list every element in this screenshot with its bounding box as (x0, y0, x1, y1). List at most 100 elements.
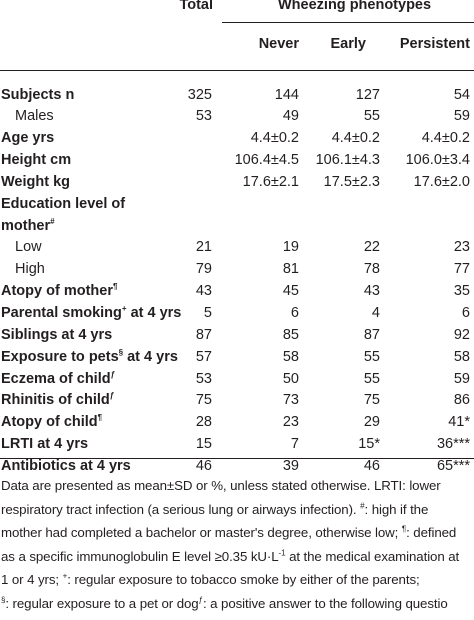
cell-never: 50 (282, 370, 299, 387)
footnote-line: as a specific immunoglobulin E level ≥0.… (1, 548, 460, 564)
cell-total: 43 (195, 283, 212, 300)
cell-total: 21 (195, 239, 212, 256)
cell-early: 46 (363, 457, 380, 474)
cell-persistent: 35 (453, 283, 470, 300)
cell-total: 53 (195, 108, 212, 125)
cell-never: 7 (290, 436, 299, 453)
table-row: Education level of (0, 194, 474, 216)
table-row: Siblings at 4 yrs 87 85 87 92 (0, 325, 474, 347)
cell-total: 28 (195, 414, 212, 431)
row-label: High (15, 261, 45, 278)
cell-never: 17.6±2.1 (242, 173, 299, 190)
header-early: Early (330, 36, 366, 52)
table-row: Low 21 19 22 23 (0, 237, 474, 259)
cell-never: 19 (282, 239, 299, 256)
row-label: Height cm (1, 152, 72, 169)
cell-persistent: 58 (453, 348, 470, 365)
cell-total: 15 (195, 436, 212, 453)
row-label: Atopy of child¶ (1, 413, 103, 431)
header-persistent: Persistent (399, 36, 470, 52)
cell-early: 55 (363, 348, 380, 365)
row-label: Low (15, 239, 42, 256)
table-row: Exposure to pets§ at 4 yrs 57 58 55 58 (0, 347, 474, 369)
table-row: Height cm 106.4±4.5 106.1±4.3 106.0±3.4 (0, 150, 474, 172)
cell-persistent: 65*** (436, 457, 470, 474)
cell-never: 81 (282, 261, 299, 278)
row-label: Antibiotics at 4 yrs (1, 457, 131, 474)
cell-never: 6 (290, 305, 299, 321)
cell-total: 5 (203, 305, 212, 321)
cell-total: 53 (195, 370, 212, 387)
table-row: High 79 81 78 77 (0, 259, 474, 281)
cell-persistent: 59 (453, 108, 470, 125)
table-row: Parental smoking+ at 4 yrs 5 6 4 6 (0, 303, 474, 325)
cell-persistent: 77 (453, 261, 470, 278)
header-never: Never (258, 36, 299, 52)
cell-never: 45 (282, 283, 299, 300)
table-row: Subjects n 325 144 127 54 (0, 85, 474, 107)
footnote-line: mother had completed a bachelor or maste… (1, 524, 457, 540)
table-row: Atopy of child¶ 28 23 29 41* (0, 412, 474, 434)
header-rule-bottom (0, 70, 474, 71)
cell-total: 46 (195, 457, 212, 474)
row-label: Exposure to pets§ at 4 yrs (1, 347, 178, 365)
footnote-line: §: regular exposure to a pet or dogƒ: a … (1, 595, 448, 611)
footnote-line: respiratory tract infection (a serious l… (1, 501, 429, 517)
table-row: Rhinitis of childƒ 75 73 75 86 (0, 390, 474, 412)
cell-early: 15* (358, 436, 380, 453)
footnote-line: 1 or 4 yrs; +: regular exposure to tobac… (1, 571, 420, 587)
table-rule-bottom (0, 458, 474, 459)
row-label: Males (15, 108, 54, 125)
cell-early: 75 (363, 392, 380, 409)
cell-early: 29 (363, 414, 380, 431)
table-row: Eczema of childƒ 53 50 55 59 (0, 369, 474, 391)
cell-early: 4 (371, 305, 380, 321)
cell-persistent: 106.0±3.4 (405, 152, 470, 169)
cell-persistent: 59 (453, 370, 470, 387)
cell-never: 144 (274, 86, 299, 103)
table-row: Weight kg 17.6±2.1 17.5±2.3 17.6±2.0 (0, 172, 474, 194)
header-wheezing-phenotypes: Wheezing phenotypes (278, 0, 432, 13)
table-row: LRTI at 4 yrs 15 7 15* 36*** (0, 434, 474, 456)
table-row: Age yrs 4.4±0.2 4.4±0.2 4.4±0.2 (0, 128, 474, 150)
cell-early: 4.4±0.2 (331, 130, 380, 147)
table-row: Males 53 49 55 59 (0, 106, 474, 128)
cell-never: 39 (282, 457, 299, 474)
row-label: Weight kg (1, 173, 71, 190)
row-label: Rhinitis of childƒ (1, 391, 115, 409)
cell-early: 106.1±4.3 (315, 152, 380, 169)
table-row: Antibiotics at 4 yrs 46 39 46 65*** (0, 456, 474, 478)
cell-early: 17.5±2.3 (323, 173, 380, 190)
cell-persistent: 54 (453, 86, 470, 103)
row-label: Parental smoking+ at 4 yrs (1, 304, 182, 321)
cell-persistent: 6 (461, 305, 470, 321)
row-label: Education level of (1, 195, 126, 212)
cell-early: 22 (363, 239, 380, 256)
cell-total: 325 (187, 86, 212, 103)
cell-never: 73 (282, 392, 299, 409)
cell-total: 79 (195, 261, 212, 278)
table-footnote: Data are presented as mean±SD or %, unle… (1, 474, 473, 615)
row-label: Eczema of childƒ (1, 369, 116, 387)
cell-never: 106.4±4.5 (234, 152, 299, 169)
table-row: Atopy of mother¶ 43 45 43 35 (0, 281, 474, 303)
cell-never: 4.4±0.2 (250, 130, 299, 147)
cell-persistent: 86 (453, 392, 470, 409)
cell-never: 85 (282, 326, 299, 343)
cell-early: 43 (363, 283, 380, 300)
row-label: mother# (1, 216, 55, 234)
table-row: mother# (0, 216, 474, 238)
cell-early: 78 (363, 261, 380, 278)
cell-persistent: 41* (448, 414, 470, 431)
cell-total: 57 (195, 348, 212, 365)
cell-total: 87 (195, 326, 212, 343)
cell-persistent: 23 (453, 239, 470, 256)
header-total: Total (179, 0, 213, 13)
cell-early: 55 (363, 370, 380, 387)
cell-persistent: 4.4±0.2 (421, 130, 470, 147)
footnote-line: Data are presented as mean±SD or %, unle… (1, 478, 441, 493)
cell-early: 87 (363, 326, 380, 343)
row-label: Siblings at 4 yrs (1, 326, 113, 343)
row-label: Subjects n (1, 86, 75, 103)
cell-persistent: 17.6±2.0 (413, 173, 470, 190)
